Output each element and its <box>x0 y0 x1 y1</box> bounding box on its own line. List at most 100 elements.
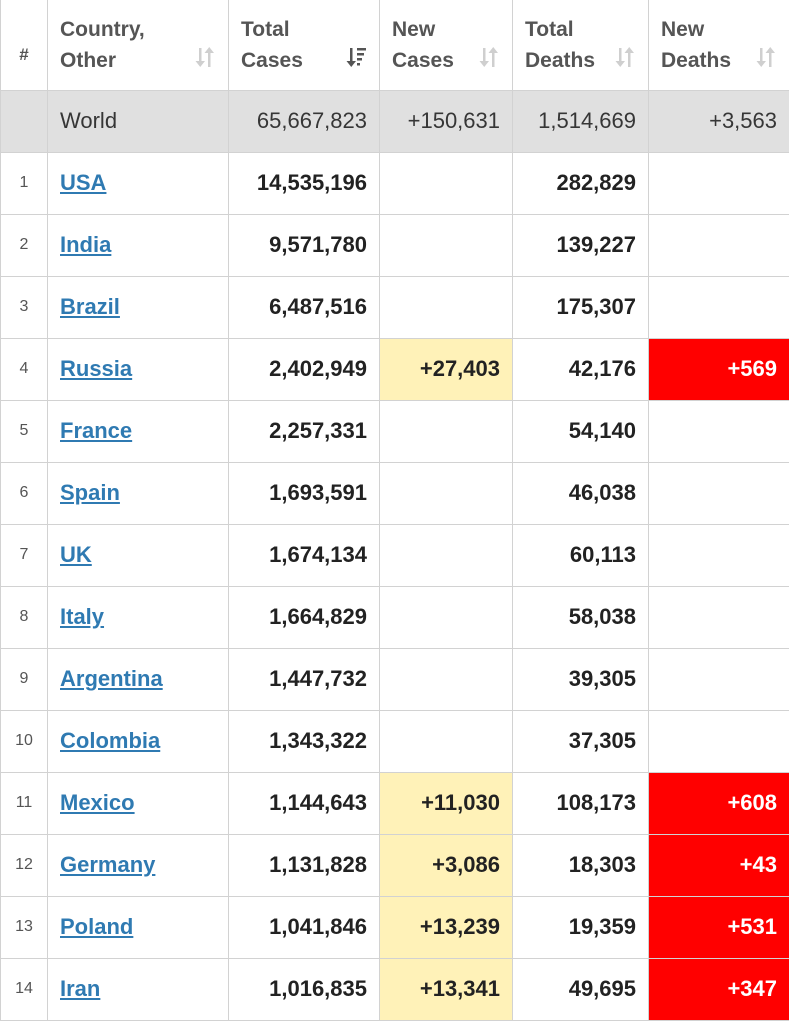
world-total-row: World 65,667,823 +150,631 1,514,669 +3,5… <box>0 89 789 153</box>
total-cases-cell: 1,041,846 <box>228 895 380 959</box>
rank-cell: 1 <box>0 151 48 215</box>
new-cases-cell <box>379 461 513 525</box>
country-link[interactable]: UK <box>60 542 92 567</box>
header-country-label: Country, Other <box>60 18 145 72</box>
header-new-cases[interactable]: New Cases <box>379 0 513 91</box>
header-total-deaths-label: Total Deaths <box>525 18 596 72</box>
table-row: 7 UK 1,674,134 60,113 <box>0 523 789 587</box>
new-deaths-cell <box>648 523 789 587</box>
rank-cell: 2 <box>0 213 48 277</box>
world-rank-cell <box>0 89 48 153</box>
table-header-row: # Country, Other Total Cases <box>0 0 789 91</box>
country-link[interactable]: Germany <box>60 852 156 877</box>
country-cell: Italy <box>47 585 229 649</box>
new-deaths-cell <box>648 585 789 649</box>
country-cell: USA <box>47 151 229 215</box>
header-new-deaths[interactable]: New Deaths <box>648 0 789 91</box>
new-deaths-cell: +608 <box>648 771 789 835</box>
new-deaths-cell: +43 <box>648 833 789 897</box>
country-link[interactable]: Mexico <box>60 790 135 815</box>
new-cases-cell <box>379 275 513 339</box>
world-total-deaths: 1,514,669 <box>512 89 649 153</box>
rank-cell: 7 <box>0 523 48 587</box>
total-cases-cell: 2,257,331 <box>228 399 380 463</box>
new-deaths-cell <box>648 461 789 525</box>
rank-cell: 6 <box>0 461 48 525</box>
total-cases-cell: 1,131,828 <box>228 833 380 897</box>
new-cases-cell: +11,030 <box>379 771 513 835</box>
header-total-deaths[interactable]: Total Deaths <box>512 0 649 91</box>
sort-arrows-icon[interactable] <box>194 44 216 70</box>
total-deaths-cell: 175,307 <box>512 275 649 339</box>
world-new-deaths: +3,563 <box>648 89 789 153</box>
country-link[interactable]: Italy <box>60 604 105 629</box>
total-deaths-cell: 282,829 <box>512 151 649 215</box>
rank-cell: 14 <box>0 957 48 1021</box>
sort-arrows-icon[interactable] <box>755 44 777 70</box>
new-cases-cell: +27,403 <box>379 337 513 401</box>
new-deaths-cell: +531 <box>648 895 789 959</box>
total-cases-cell: 2,402,949 <box>228 337 380 401</box>
country-link[interactable]: Russia <box>60 356 133 381</box>
new-deaths-cell <box>648 399 789 463</box>
new-cases-cell <box>379 709 513 773</box>
table-row: 5 France 2,257,331 54,140 <box>0 399 789 463</box>
country-cell: Germany <box>47 833 229 897</box>
table-row: 3 Brazil 6,487,516 175,307 <box>0 275 789 339</box>
country-link[interactable]: Spain <box>60 480 120 505</box>
total-deaths-cell: 60,113 <box>512 523 649 587</box>
world-new-cases: +150,631 <box>379 89 513 153</box>
total-cases-cell: 1,343,322 <box>228 709 380 773</box>
total-cases-cell: 6,487,516 <box>228 275 380 339</box>
country-link[interactable]: Iran <box>60 976 101 1001</box>
table-row: 8 Italy 1,664,829 58,038 <box>0 585 789 649</box>
new-deaths-cell <box>648 151 789 215</box>
country-link[interactable]: India <box>60 232 112 257</box>
country-link[interactable]: Brazil <box>60 294 120 319</box>
total-deaths-cell: 19,359 <box>512 895 649 959</box>
new-cases-cell: +13,341 <box>379 957 513 1021</box>
rank-cell: 4 <box>0 337 48 401</box>
new-cases-cell: +13,239 <box>379 895 513 959</box>
new-cases-cell <box>379 585 513 649</box>
country-cell: Iran <box>47 957 229 1021</box>
sort-desc-icon[interactable] <box>345 44 367 70</box>
new-deaths-cell <box>648 647 789 711</box>
table-row: 13 Poland 1,041,846 +13,239 19,359 +531 <box>0 895 789 959</box>
header-rank[interactable]: # <box>0 0 48 91</box>
country-link[interactable]: Poland <box>60 914 134 939</box>
country-cell: India <box>47 213 229 277</box>
sort-arrows-icon[interactable] <box>614 44 636 70</box>
total-cases-cell: 1,144,643 <box>228 771 380 835</box>
header-total-cases[interactable]: Total Cases <box>228 0 380 91</box>
country-cell: Spain <box>47 461 229 525</box>
country-cell: UK <box>47 523 229 587</box>
country-link[interactable]: USA <box>60 170 107 195</box>
country-link[interactable]: Colombia <box>60 728 161 753</box>
country-cell: France <box>47 399 229 463</box>
total-deaths-cell: 54,140 <box>512 399 649 463</box>
total-deaths-cell: 42,176 <box>512 337 649 401</box>
total-deaths-cell: 39,305 <box>512 647 649 711</box>
country-link[interactable]: Argentina <box>60 666 163 691</box>
total-deaths-cell: 49,695 <box>512 957 649 1021</box>
country-cell: Argentina <box>47 647 229 711</box>
new-cases-cell <box>379 151 513 215</box>
new-deaths-cell <box>648 709 789 773</box>
new-cases-cell <box>379 213 513 277</box>
total-deaths-cell: 139,227 <box>512 213 649 277</box>
table-row: 12 Germany 1,131,828 +3,086 18,303 +43 <box>0 833 789 897</box>
total-deaths-cell: 58,038 <box>512 585 649 649</box>
new-cases-cell <box>379 523 513 587</box>
rank-cell: 3 <box>0 275 48 339</box>
sort-arrows-icon[interactable] <box>478 44 500 70</box>
total-cases-cell: 9,571,780 <box>228 213 380 277</box>
rank-cell: 9 <box>0 647 48 711</box>
country-link[interactable]: France <box>60 418 133 443</box>
new-deaths-cell <box>648 213 789 277</box>
world-total-cases: 65,667,823 <box>228 89 380 153</box>
header-country[interactable]: Country, Other <box>47 0 229 91</box>
new-deaths-cell <box>648 275 789 339</box>
country-cell: Poland <box>47 895 229 959</box>
